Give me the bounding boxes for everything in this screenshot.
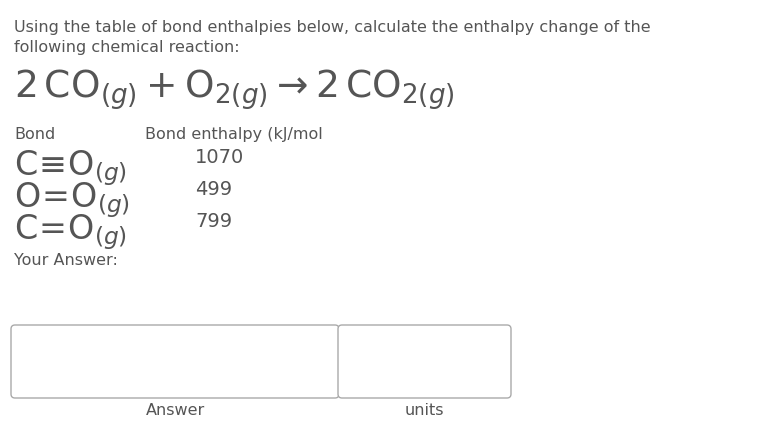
Text: following chemical reaction:: following chemical reaction: — [14, 40, 239, 55]
Text: Bond enthalpy (kJ/mol: Bond enthalpy (kJ/mol — [145, 127, 323, 141]
Text: Using the table of bond enthalpies below, calculate the enthalpy change of the: Using the table of bond enthalpies below… — [14, 20, 651, 35]
Text: units: units — [404, 402, 443, 417]
FancyBboxPatch shape — [338, 325, 511, 398]
Text: Answer: Answer — [145, 402, 205, 417]
Text: $\mathrm{O}\!=\!\mathrm{O}_{(g)}$: $\mathrm{O}\!=\!\mathrm{O}_{(g)}$ — [14, 180, 130, 219]
Text: $2\,\mathrm{CO}_{(g)} + \mathrm{O}_{2(g)} \rightarrow 2\,\mathrm{CO}_{2(g)}$: $2\,\mathrm{CO}_{(g)} + \mathrm{O}_{2(g)… — [14, 67, 454, 112]
Text: 499: 499 — [195, 180, 232, 198]
Text: $\mathrm{C}\!\equiv\!\mathrm{O}_{(g)}$: $\mathrm{C}\!\equiv\!\mathrm{O}_{(g)}$ — [14, 148, 127, 187]
Text: $\mathrm{C}\!=\!\mathrm{O}_{(g)}$: $\mathrm{C}\!=\!\mathrm{O}_{(g)}$ — [14, 211, 127, 251]
FancyBboxPatch shape — [11, 325, 339, 398]
Text: 1070: 1070 — [195, 148, 244, 167]
Text: Your Answer:: Your Answer: — [14, 253, 118, 267]
Text: 799: 799 — [195, 211, 232, 230]
Text: Bond: Bond — [14, 127, 56, 141]
